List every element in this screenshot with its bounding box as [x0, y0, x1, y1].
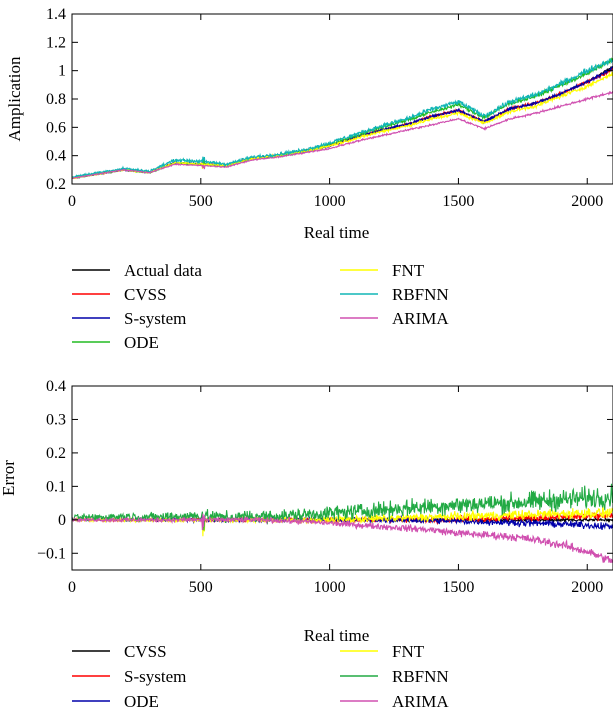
legend-item: ARIMA [340, 692, 449, 711]
legend-label: CVSS [124, 285, 167, 304]
legend: Actual data CVSS S-system ODE FNT RBFNN ARIMA [72, 261, 449, 352]
legend-item: Actual data [72, 261, 202, 280]
legend-item: RBFNN [340, 285, 449, 304]
series-line-actual-data [72, 65, 613, 179]
y-tick-label: −0.1 [37, 545, 66, 562]
y-tick-label: 0.2 [46, 176, 66, 193]
x-tick-label: 1000 [314, 193, 346, 210]
legend-label: RBFNN [392, 285, 449, 304]
series-line-rbfnn [72, 483, 613, 531]
legend-item: ODE [72, 692, 159, 711]
plot-area [72, 57, 613, 180]
y-tick-label: 0.6 [46, 119, 66, 136]
y-tick-label: 0.1 [46, 478, 66, 495]
legend-item: RBFNN [340, 667, 449, 686]
legend-label: S-system [124, 309, 186, 328]
chart-1: 0 500 1000 1500 2000 0.2 0.4 0.6 0.8 1 1.2 1.4 Real … [5, 6, 613, 352]
y-tick-label: 1.4 [46, 6, 66, 23]
y-axis-title: Error [0, 460, 18, 496]
series-line-rbfnn [72, 58, 613, 179]
legend-label: ODE [124, 333, 159, 352]
x-tick-label: 2000 [571, 193, 603, 210]
legend-item: FNT [340, 261, 425, 280]
series-line-s-system [72, 66, 613, 179]
x-tick-label: 1500 [442, 579, 474, 596]
y-axis-title: Amplication [5, 56, 24, 141]
series-line-arima [72, 90, 613, 180]
legend-item: FNT [340, 642, 425, 661]
legend-item: ARIMA [340, 309, 449, 328]
y-tick-label: 0 [58, 512, 66, 529]
y-tick-label: 1.2 [46, 34, 66, 51]
legend-label: FNT [392, 642, 425, 661]
legend-item: S-system [72, 667, 186, 686]
series-line-cvss [72, 66, 613, 179]
plot-frame [71, 13, 613, 185]
x-tick-label: 1500 [442, 193, 474, 210]
legend-label: Actual data [124, 261, 202, 280]
legend-label: CVSS [124, 642, 167, 661]
legend: CVSS S-system ODE FNT RBFNN ARIMA [72, 642, 449, 711]
x-axis-title: Real time [304, 626, 370, 645]
legend-label: RBFNN [392, 667, 449, 686]
y-tick-label: 0.4 [46, 148, 66, 165]
series-line-ode [72, 57, 613, 180]
x-tick-label: 1000 [314, 579, 346, 596]
legend-label: ARIMA [392, 309, 449, 328]
legend-item: CVSS [72, 642, 167, 661]
x-tick-label: 2000 [571, 579, 603, 596]
y-tick-label: 1 [58, 63, 66, 80]
legend-label: ARIMA [392, 692, 449, 711]
x-axis-title: Real time [304, 223, 370, 242]
y-tick-label: 0.3 [46, 411, 66, 428]
plot-area [72, 483, 613, 564]
legend-item: S-system [72, 309, 186, 328]
y-tick-label: 0.4 [46, 378, 66, 395]
legend-item: ODE [72, 333, 159, 352]
y-tick-label: 0.8 [46, 91, 66, 108]
x-tick-label: 0 [68, 579, 76, 596]
x-tick-label: 500 [189, 579, 213, 596]
legend-label: S-system [124, 667, 186, 686]
legend-item: CVSS [72, 285, 167, 304]
plot-frame [71, 385, 613, 571]
series-line-arima [72, 513, 613, 564]
y-tick-label: 0.2 [46, 445, 66, 462]
x-tick-label: 0 [68, 193, 76, 210]
series-line-fnt [72, 71, 613, 180]
legend-label: ODE [124, 692, 159, 711]
legend-label: FNT [392, 261, 425, 280]
x-tick-label: 500 [189, 193, 213, 210]
